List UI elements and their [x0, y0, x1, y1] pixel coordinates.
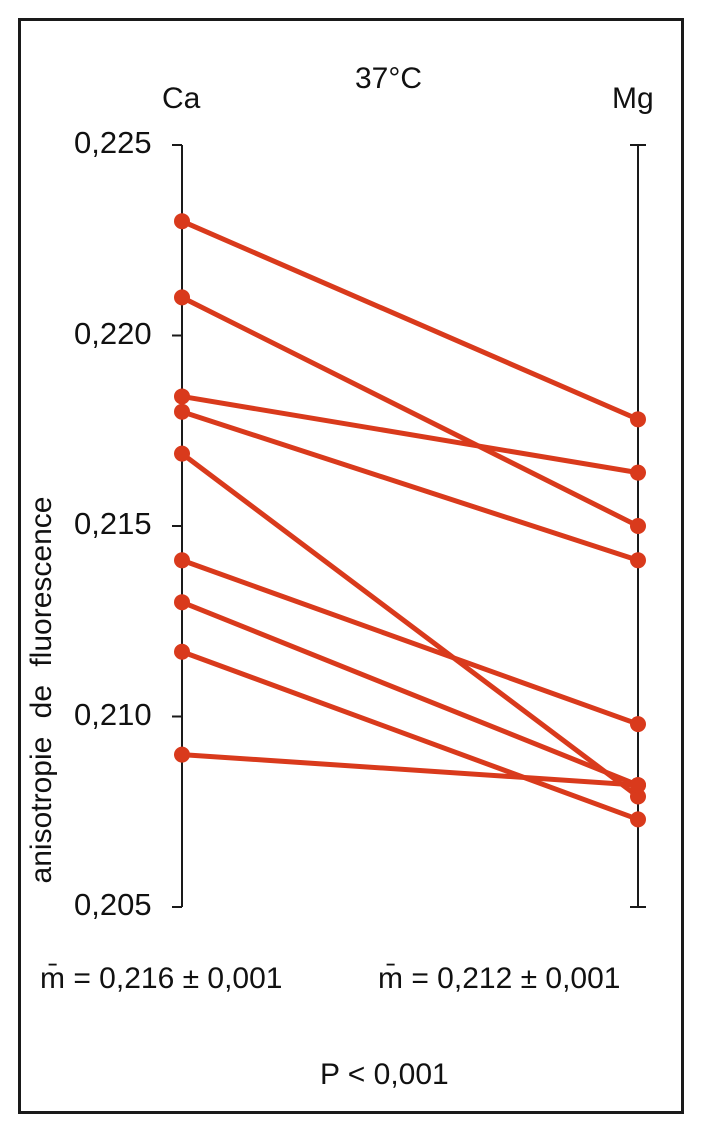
point-ca [174, 289, 190, 306]
y-tick-label: 0,225 [74, 125, 152, 160]
y-axis-label: anisotropie de fluorescence [25, 496, 58, 884]
series-line [179, 409, 641, 563]
point-ca [174, 746, 190, 763]
point-ca [174, 552, 190, 569]
point-mg [630, 716, 646, 733]
mean-ca-annotation: m̄ = 0,216 ± 0,001 [40, 962, 283, 995]
mean-mg-annotation: m̄ = 0,212 ± 0,001 [378, 962, 621, 995]
y-tick-label: 0,215 [74, 506, 152, 541]
chart-title: 37°C [355, 62, 423, 95]
point-ca [174, 594, 190, 611]
point-mg [630, 552, 646, 569]
y-tick-label: 0,220 [74, 315, 152, 351]
point-ca [174, 388, 190, 405]
point-mg [630, 788, 646, 805]
series-line [179, 752, 641, 788]
series-group [174, 213, 646, 828]
point-ca [174, 213, 190, 230]
category-label-ca: Ca [162, 82, 201, 115]
chart-frame [18, 18, 684, 1114]
category-label-mg: Mg [612, 82, 654, 115]
series-line [179, 393, 641, 476]
y-tick-label: 0,205 [74, 887, 152, 922]
series-line [179, 599, 641, 788]
point-mg [630, 811, 646, 828]
series-line [179, 218, 641, 422]
p-value-annotation: P < 0,001 [320, 1058, 449, 1091]
y-tick-label: 0,210 [74, 696, 152, 732]
series-line [179, 557, 641, 727]
point-mg [630, 518, 646, 534]
series-line [179, 294, 641, 529]
point-mg [630, 411, 646, 428]
series-line [179, 451, 641, 800]
point-ca [174, 403, 190, 420]
point-ca [174, 445, 190, 462]
axes-group [172, 144, 646, 908]
point-mg [630, 777, 646, 794]
series-line [179, 649, 641, 822]
point-ca [174, 643, 190, 660]
point-mg [630, 464, 646, 481]
